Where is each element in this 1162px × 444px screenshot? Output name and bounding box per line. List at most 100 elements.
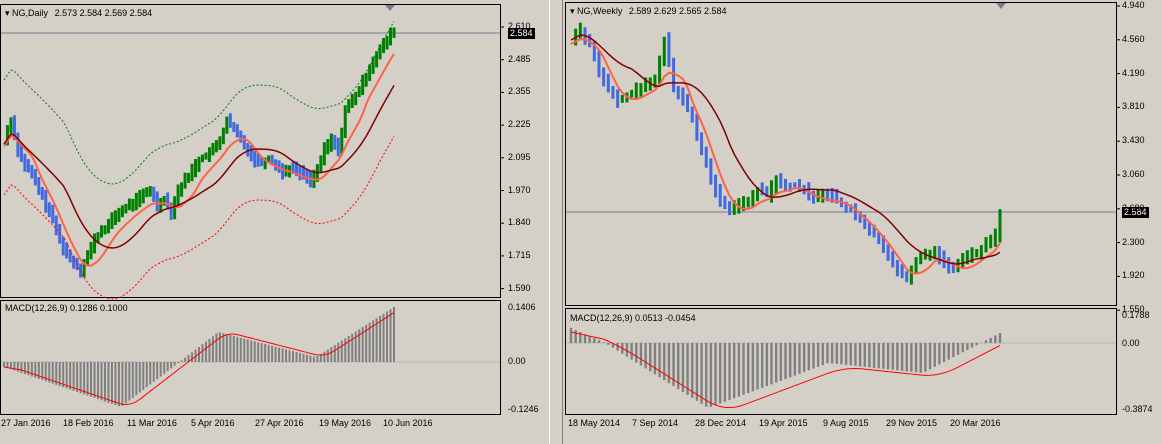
left-price-bar [368, 64, 372, 81]
right-price-chart[interactable] [563, 0, 1162, 444]
left-price-bar [263, 157, 267, 170]
right-macd-histogram-bar [719, 343, 722, 404]
left-macd-histogram-bar [351, 333, 354, 362]
right-price-bar [881, 235, 885, 253]
right-macd-histogram-bar [891, 343, 894, 370]
left-macd-histogram-bar [37, 362, 40, 379]
right-price-panel [565, 2, 1117, 306]
right-price-bar [788, 182, 792, 192]
right-price-bar [700, 132, 704, 156]
right-chart-window[interactable]: ▾ NG,Weekly 2.589 2.629 2.565 2.584 2.58… [563, 0, 1162, 444]
right-price-bar [616, 89, 620, 108]
right-price-bar [765, 186, 769, 198]
left-macd-histogram-bar [152, 362, 155, 382]
right-macd-histogram-bar [942, 343, 946, 362]
left-price-bar [298, 165, 302, 181]
left-price-bar [194, 159, 198, 178]
left-macd-histogram-bar [44, 362, 47, 382]
chevron-down-icon[interactable]: ▾ [5, 8, 10, 18]
left_chart-time-axis-label: 10 Jun 2016 [383, 418, 433, 428]
left-price-bar [385, 35, 389, 50]
left-price-bar [319, 155, 323, 173]
left-price-bar [232, 122, 236, 133]
left-price-bar [93, 233, 97, 254]
left-macd-histogram-bar [365, 324, 368, 362]
left-macd-histogram-bar [372, 320, 375, 362]
right_chart-price-axis-label: 4.940 [1122, 0, 1145, 10]
left_chart-price-axis-label: 2.225 [508, 119, 531, 130]
left-macd-histogram-bar [264, 343, 267, 362]
left-lower-envelope-line [3, 136, 395, 300]
right-macd-histogram-bar [728, 343, 731, 401]
left-macd-histogram-bar [309, 355, 312, 362]
left-chart-header: ▾ NG,Daily 2.573 2.584 2.569 2.584 [5, 8, 152, 19]
left-price-bar [44, 189, 48, 213]
left-price-bar [291, 162, 295, 174]
right_chart-time-axis-label: 29 Nov 2015 [886, 418, 938, 428]
left-macd-histogram-bar [211, 336, 214, 362]
right-price-bar [793, 182, 797, 188]
right-macd-histogram-bar [569, 328, 573, 343]
right-macd-histogram-bar [877, 343, 880, 369]
left-macd-histogram-bar [6, 362, 9, 369]
right-macd-histogram-bar [826, 343, 829, 364]
left-price-bar [131, 198, 135, 212]
left-macd-histogram-bar [83, 362, 86, 395]
right-price-bar [728, 201, 732, 216]
left-price-bar [267, 155, 271, 163]
left-price-bar [295, 161, 298, 177]
left-price-bar [5, 125, 9, 146]
right-macd-histogram-bar [751, 343, 755, 392]
window-divider[interactable] [549, 0, 563, 444]
right-macd-histogram-bar [821, 343, 825, 366]
left-macd-histogram-bar [260, 343, 263, 362]
left-macd-histogram-bar [30, 362, 33, 377]
left-macd-histogram-bar [347, 336, 350, 362]
right_chart-time-axis-label: 20 Mar 2016 [950, 418, 1001, 428]
left-price-bar [26, 159, 30, 173]
right-price-bar [979, 245, 983, 260]
left-price-chart[interactable] [0, 0, 549, 444]
left-price-bar [256, 153, 260, 167]
right-macd-histogram-bar [956, 343, 960, 355]
right-price-bar [895, 259, 899, 277]
right-price-bar [578, 22, 582, 41]
right_chart-time-axis-label: 7 Sep 2014 [632, 418, 679, 428]
left-macd-histogram-bar [180, 360, 183, 362]
left-price-bar [340, 127, 344, 155]
chevron-down-icon[interactable]: ▾ [570, 6, 575, 16]
right-macd-histogram-bar [593, 338, 596, 343]
left-macd-histogram-bar [354, 331, 357, 362]
right-price-bar [742, 196, 746, 212]
right-macd-histogram-bar [663, 343, 666, 381]
right-price-bar [770, 180, 774, 203]
left-shift-marker-icon[interactable] [385, 5, 395, 11]
left-macd-histogram-bar [225, 334, 228, 362]
left-macd-histogram-bar [229, 335, 232, 362]
left-current-price-label: 2.584 [508, 28, 535, 39]
left-macd-histogram-bar [114, 362, 117, 406]
left-chart-window[interactable]: ▾ NG,Daily 2.573 2.584 2.569 2.584 2.584… [0, 0, 549, 444]
left_chart-time-axis-label: 19 May 2016 [319, 418, 372, 428]
right-price-bar [779, 173, 783, 189]
left-macd-histogram-bar [232, 335, 235, 362]
left-price-bar [30, 165, 34, 179]
right-price-bar [853, 203, 857, 221]
left-macd-histogram-bar [204, 341, 207, 362]
right-shift-marker-icon[interactable] [996, 3, 1006, 9]
right-macd-histogram-bar [733, 343, 736, 399]
right-macd-histogram-bar [882, 343, 885, 369]
right_chart-time-axis-label: 28 Dec 2014 [695, 418, 747, 428]
right-macd-histogram-bar [691, 343, 694, 398]
left-macd-histogram-bar [330, 347, 333, 362]
left-price-bar [343, 105, 347, 138]
right-macd-histogram-bar [807, 343, 811, 371]
left-macd-histogram-bar [257, 342, 260, 362]
right-price-bar [844, 201, 848, 213]
left-price-bar [322, 142, 326, 166]
left-macd-histogram-bar [323, 351, 326, 362]
right-macd-axis-top: 0.1788 [1122, 310, 1150, 320]
right-macd-histogram-bar [970, 343, 974, 348]
right-macd-histogram-bar [994, 335, 997, 343]
right_chart-price-axis-label: 3.810 [1122, 101, 1145, 112]
